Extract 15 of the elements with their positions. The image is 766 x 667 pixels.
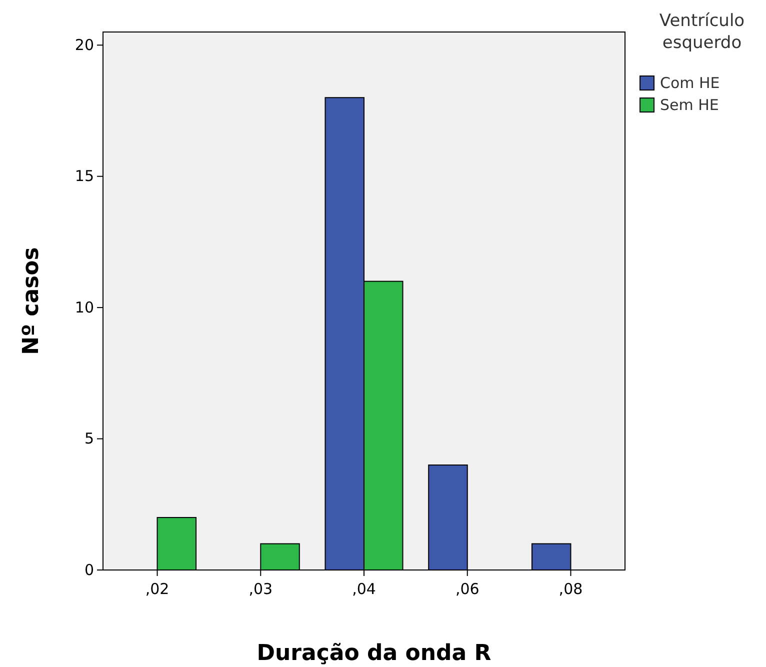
- y-tick-label: 10: [74, 298, 94, 316]
- x-tick-label: ,06: [455, 580, 480, 598]
- y-tick-label: 20: [74, 36, 94, 54]
- y-tick-label: 5: [84, 430, 94, 448]
- x-axis-title: Duração da onda R: [256, 641, 492, 666]
- y-tick-label: 0: [84, 560, 94, 579]
- legend-label: Sem HE: [660, 96, 719, 114]
- y-tick-label: 15: [74, 167, 94, 186]
- x-tick-label: ,04: [352, 580, 376, 598]
- x-tick-label: ,03: [248, 580, 273, 598]
- legend-label: Com HE: [660, 74, 720, 92]
- legend-title: Ventrículo esquerdo: [659, 11, 745, 53]
- x-tick-label: ,08: [558, 580, 583, 598]
- y-axis-title: Nº casos: [19, 247, 44, 355]
- x-tick-label: ,02: [145, 580, 170, 598]
